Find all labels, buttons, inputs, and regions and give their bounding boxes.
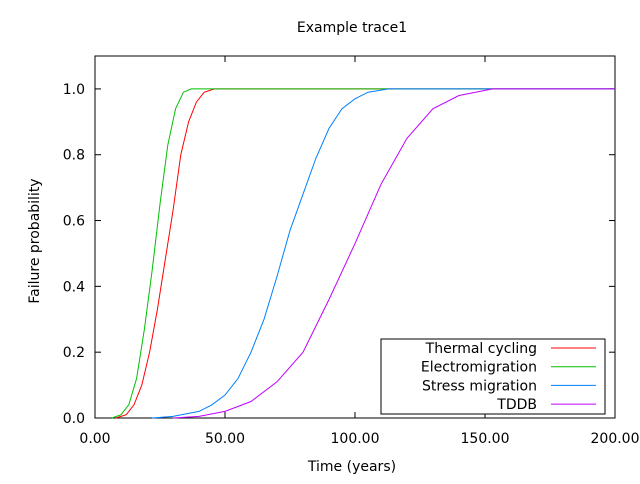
legend-box — [380, 338, 606, 415]
axes: 0.00 50.00 100.00 150.00 200.00 0.0 0.2 0.4 0.6 0… — [63, 55, 640, 447]
x-tick-label: 100.00 — [331, 431, 380, 447]
y-tick-label: 0.4 — [63, 279, 85, 295]
series-line-stress-migration — [152, 88, 615, 419]
chart-title: Example trace1 — [297, 20, 407, 36]
y-axis-label: Failure probability — [27, 178, 43, 303]
y-tick-label: 0.8 — [63, 148, 85, 164]
series-line-electromigration — [111, 88, 615, 419]
series-line-tddb — [172, 88, 615, 419]
y-tick-label: 0.0 — [63, 411, 85, 427]
legend-label: Stress migration — [422, 378, 537, 394]
x-axis-label: Time (years) — [307, 459, 396, 475]
y-tick-label: 1.0 — [63, 82, 85, 98]
legend-label: TDDB — [496, 397, 537, 413]
series-group — [111, 88, 615, 419]
legend-label: Electromigration — [421, 360, 537, 376]
legend-label: Thermal cycling — [425, 341, 537, 357]
x-tick-label: 200.00 — [591, 431, 640, 447]
series-line-thermal-cycling — [115, 88, 615, 419]
legend: Thermal cycling Electromigration Stress mi… — [380, 338, 606, 415]
x-tick-label: 50.00 — [205, 431, 245, 447]
y-tick-label: 0.6 — [63, 214, 85, 230]
x-tick-label: 150.00 — [461, 431, 510, 447]
x-tick-label: 0.00 — [79, 431, 110, 447]
y-tick-label: 0.2 — [63, 345, 85, 361]
